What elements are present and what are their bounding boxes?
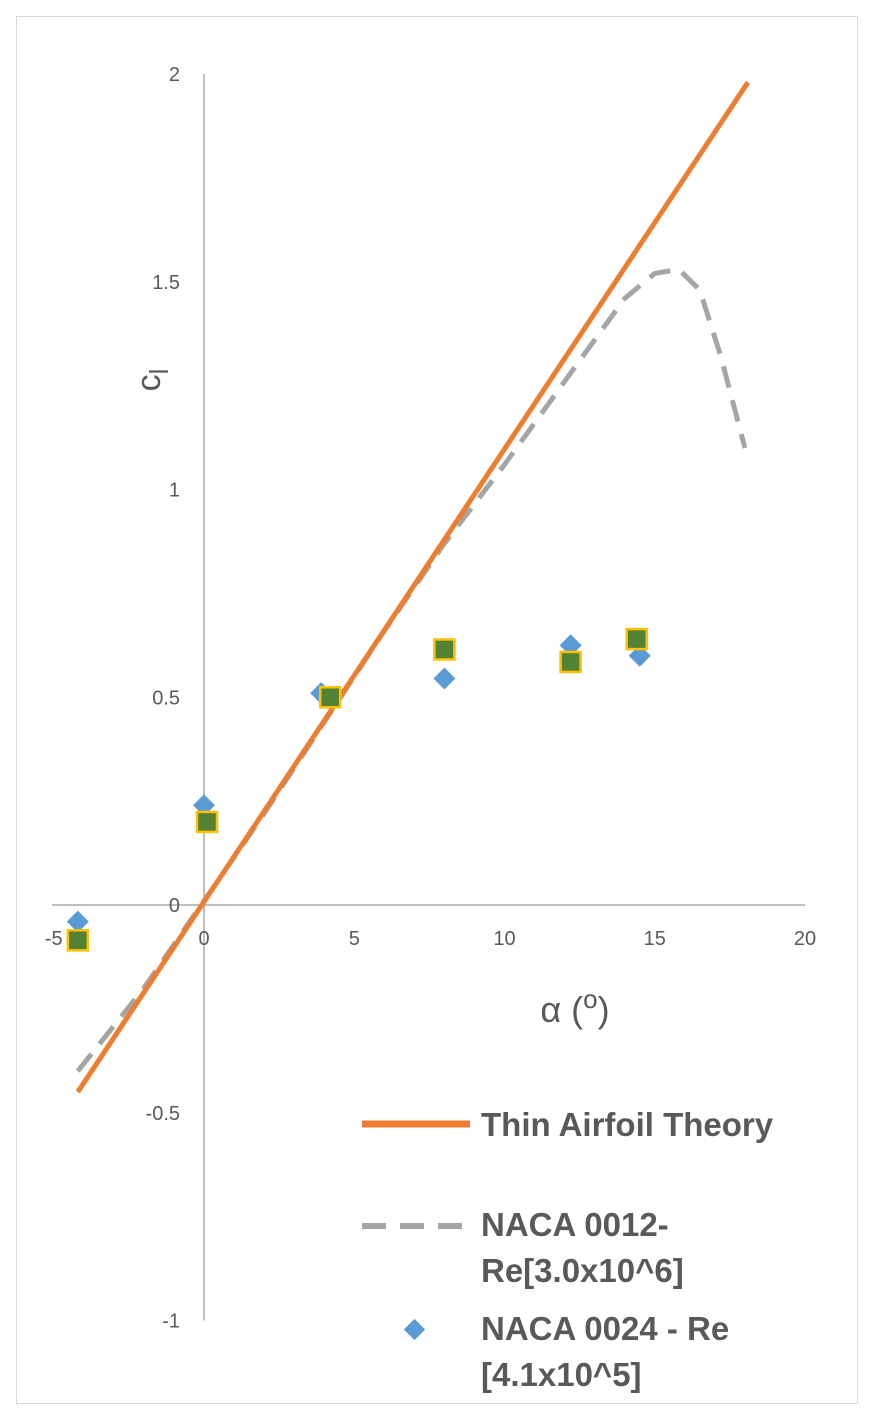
x-axis-title-main: α (	[540, 989, 583, 1030]
x-tick-label: 10	[493, 928, 515, 950]
data-point-square	[195, 810, 219, 834]
y-tick-label: -0.5	[146, 1103, 180, 1125]
legend-swatch-naca0024	[403, 1318, 426, 1341]
x-axis-title-superscript: o	[583, 984, 597, 1014]
legend: Thin Airfoil Theory NACA 0012- Re[3.0x10…	[362, 1106, 774, 1393]
chart-area	[16, 16, 858, 1404]
axes	[51, 74, 805, 1321]
data-point-naca0024	[433, 667, 456, 690]
y-tick-label: -1	[162, 1311, 180, 1333]
y-tick-label: 0	[169, 895, 180, 917]
data-point-square	[625, 627, 648, 651]
x-tick-label: 0	[198, 928, 209, 950]
series-line-thin-airfoil	[75, 80, 750, 1094]
data-point-square	[559, 650, 582, 674]
y-tick-label: 1.5	[152, 272, 180, 294]
data-series	[66, 80, 750, 1094]
legend-label-naca0012-line2: Re[3.0x10^6]	[481, 1252, 684, 1289]
data-point-square	[433, 638, 456, 661]
y-axis-title: cl	[130, 369, 174, 392]
y-tick-label: 1	[169, 480, 180, 502]
y-axis-title-main: c	[130, 374, 168, 391]
tick-labels: -5 0 5 10 15 20 -1 -0.5 0 0.5 1 1.5 2	[45, 64, 816, 1333]
x-axis-title-close: )	[598, 989, 610, 1030]
x-axis-title: α (o)	[540, 984, 609, 1030]
data-point-square	[318, 686, 342, 709]
x-tick-label: 20	[794, 928, 816, 950]
legend-label-thin-airfoil: Thin Airfoil Theory	[481, 1106, 774, 1143]
x-tick-label: -5	[45, 928, 63, 950]
x-tick-label: 15	[644, 928, 666, 950]
y-axis-title-subscript: l	[144, 369, 174, 375]
data-point-square	[66, 929, 90, 952]
legend-label-naca0012-line1: NACA 0012-	[481, 1206, 669, 1243]
data-point-naca0024	[66, 910, 89, 933]
series-line-naca0012	[75, 266, 748, 1073]
legend-label-naca0024-line2: [4.1x10^5]	[481, 1356, 642, 1393]
legend-label-naca0024-line1: NACA 0024 - Re	[481, 1310, 729, 1347]
y-tick-label: 0.5	[152, 687, 180, 709]
y-tick-label: 2	[169, 64, 180, 86]
x-tick-label: 5	[349, 928, 360, 950]
